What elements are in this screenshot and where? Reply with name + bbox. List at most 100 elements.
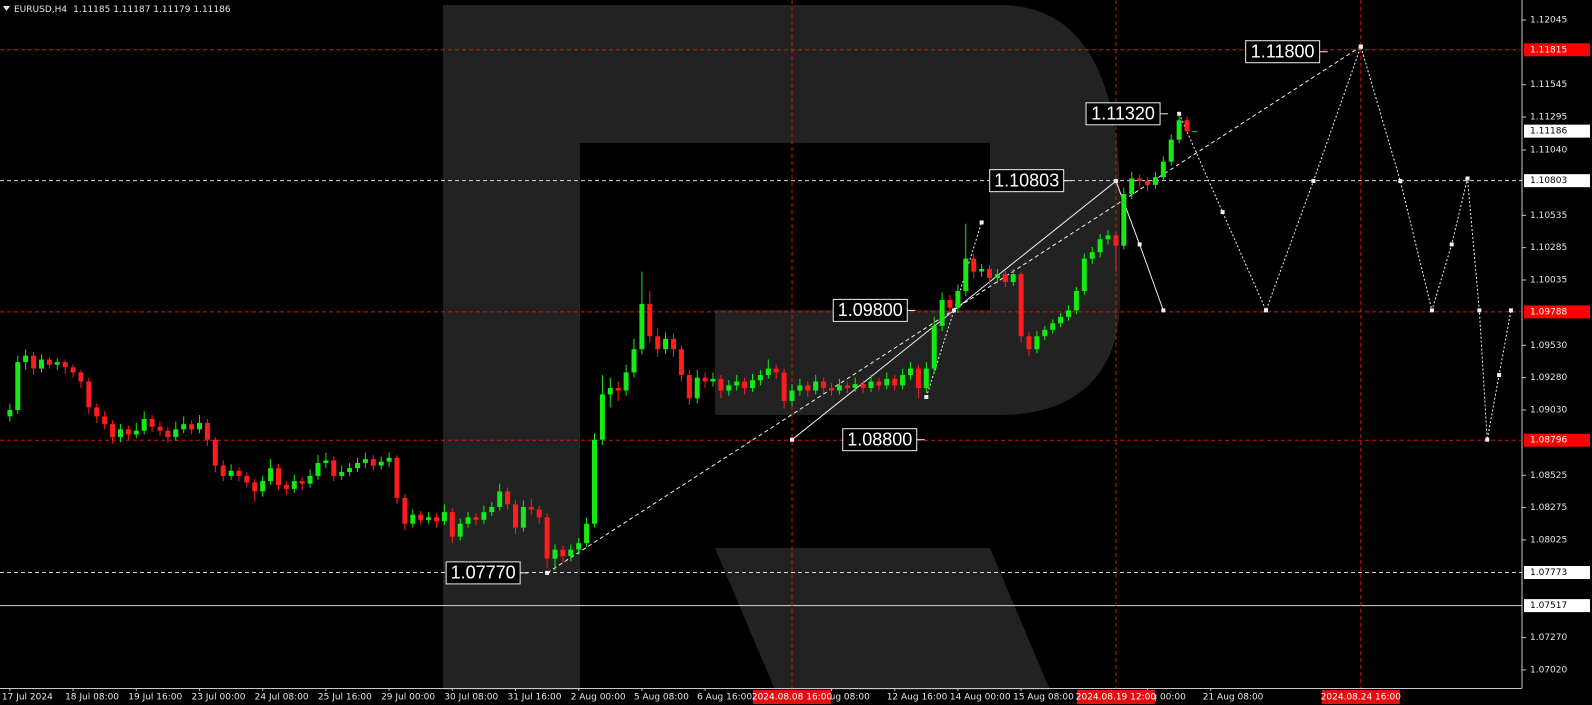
candle-body xyxy=(102,416,108,425)
candle-body xyxy=(821,381,827,388)
candle-body xyxy=(1184,120,1190,132)
candle-body xyxy=(789,390,795,401)
annotation-box xyxy=(1245,40,1321,64)
menu-triangle xyxy=(3,6,10,11)
candle-body xyxy=(686,375,692,399)
candle-body xyxy=(908,368,914,376)
candle-body xyxy=(1018,274,1024,337)
candle-body xyxy=(631,349,637,373)
y-tick-label: 1.11040 xyxy=(1530,146,1567,156)
candle-body xyxy=(1192,131,1198,133)
candle-body xyxy=(117,429,123,438)
candle-body xyxy=(410,514,416,524)
candle-body xyxy=(623,372,629,391)
candle-body xyxy=(971,258,977,272)
candle-body xyxy=(1089,252,1095,259)
chart-header: EURUSD,H4 1.11185 1.11187 1.11179 1.11186 xyxy=(14,5,231,15)
candle-body xyxy=(584,523,590,544)
trend-vertex xyxy=(1477,308,1482,313)
y-tick-label: 1.09530 xyxy=(1530,341,1567,351)
candle-body xyxy=(1097,239,1103,253)
y-tick-label: 1.10285 xyxy=(1530,243,1567,253)
candle-body xyxy=(149,419,155,427)
candle-body xyxy=(671,338,677,350)
x-tick-label: 21 Aug 08:00 xyxy=(1203,693,1264,703)
candle-body xyxy=(283,484,289,489)
candle-body xyxy=(552,549,558,559)
candle-body xyxy=(323,460,329,463)
trend-vertex xyxy=(1508,308,1513,313)
time-tag-label: 2024.08.08 16:00 xyxy=(752,693,833,703)
candle-body xyxy=(94,407,100,417)
annotation-label: 1.11320 xyxy=(1091,104,1155,124)
level-label: 1.10803 xyxy=(1530,176,1567,186)
candle-body xyxy=(528,506,534,510)
candle-body xyxy=(512,504,518,528)
candle-body xyxy=(923,368,929,388)
x-tick-label: 23 Jul 00:00 xyxy=(191,693,245,703)
candle-body xyxy=(1113,235,1119,246)
x-tick-label: 18 Jul 08:00 xyxy=(65,693,119,703)
candle-body xyxy=(860,384,866,388)
candle-body xyxy=(1168,139,1174,162)
candle-body xyxy=(204,422,210,440)
x-tick-label: 15 Aug 08:00 xyxy=(1013,693,1074,703)
candle-body xyxy=(1073,290,1079,311)
x-tick-label: 19 Jul 16:00 xyxy=(128,693,182,703)
candle-body xyxy=(813,381,819,391)
candle-body xyxy=(757,375,763,381)
candle-body xyxy=(354,462,360,469)
candle-body xyxy=(7,409,13,417)
trend-vertex xyxy=(790,437,795,442)
x-tick-label: 14 Aug 00:00 xyxy=(950,693,1011,703)
candle-body xyxy=(212,439,218,466)
candle-body xyxy=(315,462,321,476)
candle-body xyxy=(979,268,985,272)
y-tick-label: 1.10535 xyxy=(1530,211,1567,221)
trend-vertex xyxy=(1220,210,1225,215)
trend-vertex xyxy=(1177,111,1182,116)
candle-body xyxy=(1050,323,1056,330)
candle-body xyxy=(189,424,195,430)
candle-body xyxy=(750,380,756,388)
candle-body xyxy=(805,385,811,391)
candle-body xyxy=(607,387,613,395)
candle-body xyxy=(370,459,376,466)
trend-vertex xyxy=(1358,44,1363,49)
candle-body xyxy=(678,349,684,376)
candle-body xyxy=(275,468,281,485)
x-tick-label: 30 Jul 08:00 xyxy=(444,693,498,703)
candle-body xyxy=(505,491,511,505)
y-tick-label: 1.08275 xyxy=(1530,503,1567,513)
candle-body xyxy=(252,482,258,492)
candle-body xyxy=(615,387,621,391)
candle-body xyxy=(1058,316,1064,324)
candle-body xyxy=(915,368,921,388)
x-tick-label: 5 Aug 08:00 xyxy=(634,693,689,703)
watermark-leg xyxy=(715,548,1050,690)
y-tick-label: 1.11295 xyxy=(1530,113,1567,123)
time-tag-label: 2024.08.24 16:00 xyxy=(1321,693,1402,703)
y-tick-label: 1.11545 xyxy=(1530,80,1567,90)
level-tag xyxy=(1524,566,1590,580)
level-tag xyxy=(1524,433,1590,447)
watermark-stem xyxy=(443,5,580,690)
candle-body xyxy=(1129,178,1135,194)
candle-body xyxy=(15,362,21,410)
y-tick-label: 1.07270 xyxy=(1530,633,1567,643)
candle-body xyxy=(394,457,400,498)
candle-body xyxy=(1145,181,1151,185)
trend-vertex xyxy=(979,220,984,225)
annotation-box xyxy=(445,561,521,585)
candle-body xyxy=(987,268,993,279)
x-tick-label: 2 Aug 00:00 xyxy=(571,693,626,703)
candle-body xyxy=(347,468,353,473)
candle-body xyxy=(568,549,574,557)
trend-vertex xyxy=(1398,179,1403,184)
candle-body xyxy=(520,506,526,528)
candle-body xyxy=(647,303,653,337)
candle-body xyxy=(426,517,432,520)
candle-body xyxy=(173,429,179,438)
candle-body xyxy=(663,338,669,350)
